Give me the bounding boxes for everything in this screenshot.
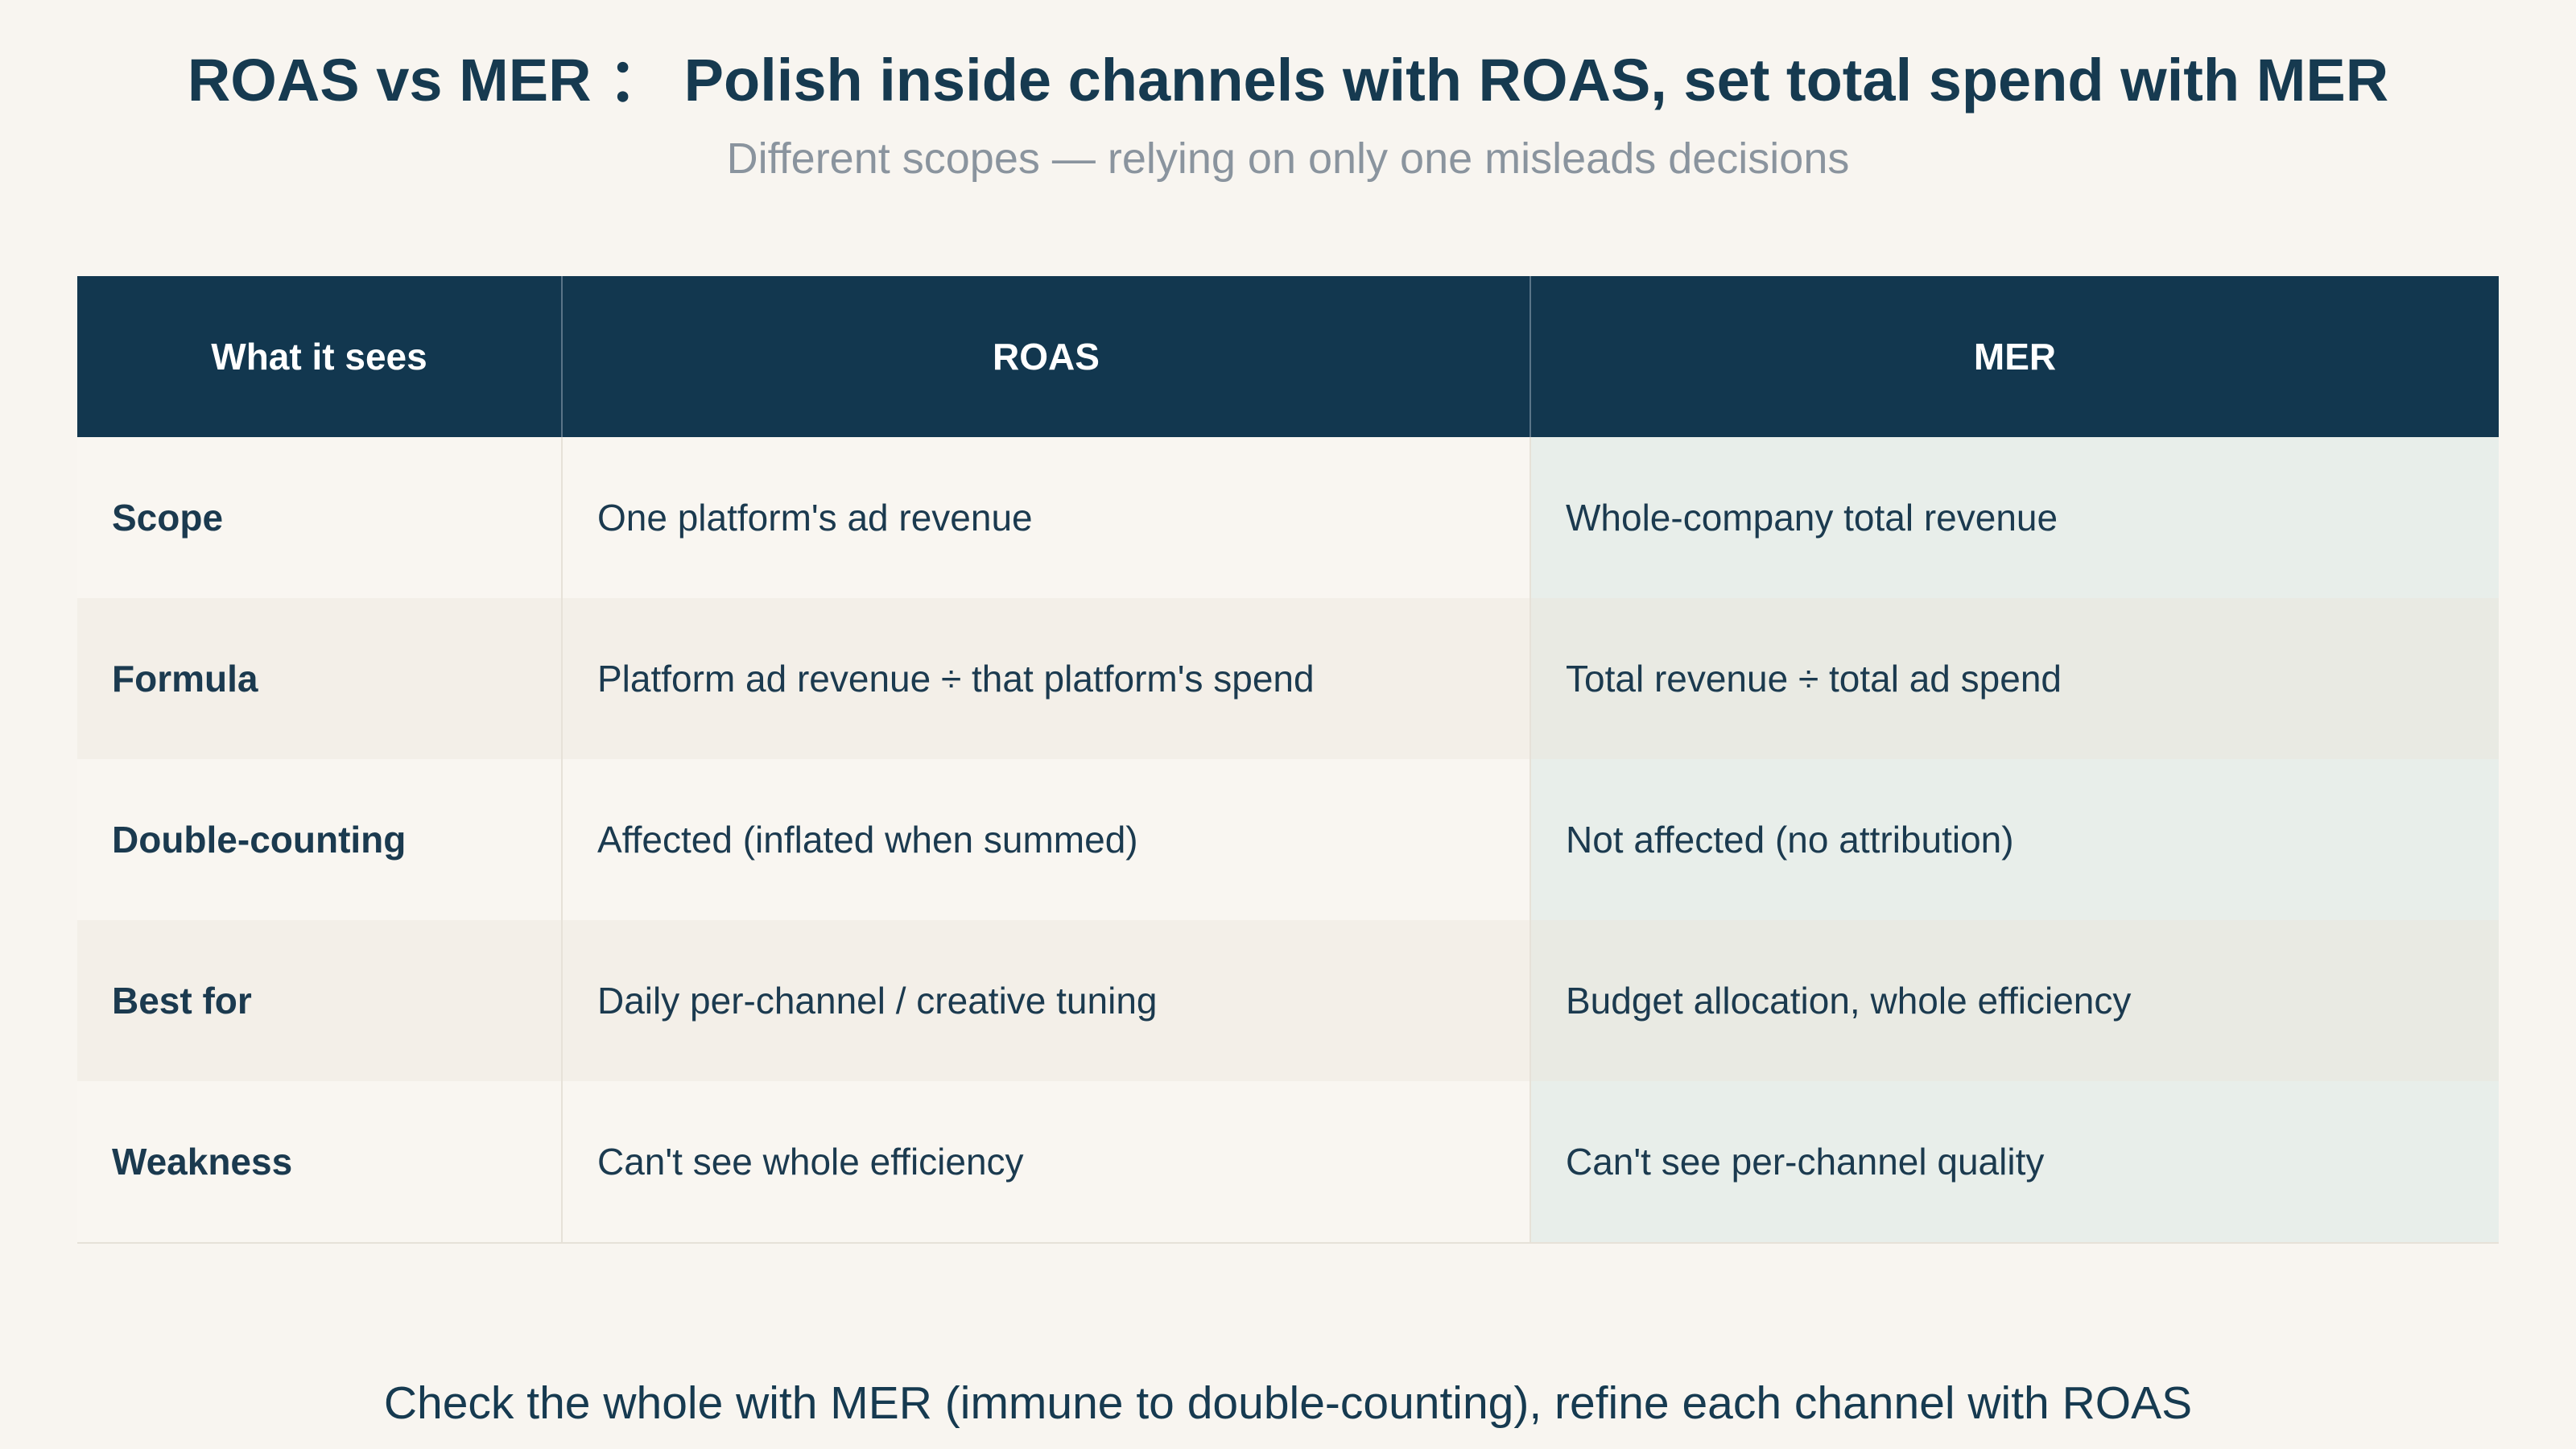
table-cell: One platform's ad revenue bbox=[561, 437, 1530, 598]
table-cell: Whole-company total revenue bbox=[1530, 437, 2499, 598]
column-header: MER bbox=[1530, 276, 2499, 437]
table-cell: Not affected (no attribution) bbox=[1530, 759, 2499, 920]
table-row: Formula Platform ad revenue ÷ that platfo… bbox=[77, 598, 2499, 759]
table-cell: Total revenue ÷ total ad spend bbox=[1530, 598, 2499, 759]
comparison-table: What it sees ROAS MER Scope One platform's … bbox=[77, 276, 2499, 1244]
table-cell: Affected (inflated when summed) bbox=[561, 759, 1530, 920]
footer-note: Check the whole with MER (immune to doub… bbox=[383, 1377, 2193, 1429]
column-header: What it sees bbox=[77, 276, 562, 437]
row-label: Weakness bbox=[77, 1081, 562, 1244]
row-label: Formula bbox=[77, 598, 562, 759]
row-label: Best for bbox=[77, 920, 562, 1081]
row-label: Scope bbox=[77, 437, 562, 598]
table-row: Best for Daily per-channel / creative tun… bbox=[77, 920, 2499, 1081]
table-cell: Can't see whole efficiency bbox=[561, 1081, 1530, 1244]
table-row: Weakness Can't see whole efficiency Can't … bbox=[77, 1081, 2499, 1244]
column-header: ROAS bbox=[561, 276, 1530, 437]
table-row: Scope One platform's ad revenue Whole-comp… bbox=[77, 437, 2499, 598]
header-row: What it sees ROAS MER bbox=[77, 276, 2499, 437]
title: ROAS vs MER ： Polish inside channels wit… bbox=[187, 47, 2389, 114]
table-cell: Daily per-channel / creative tuning bbox=[561, 920, 1530, 1081]
row-label: Double-counting bbox=[77, 759, 562, 920]
table-row: Double-counting Affected (inflated when s… bbox=[77, 759, 2499, 920]
table-cell: Can't see per-channel quality bbox=[1530, 1081, 2499, 1244]
table-cell: Budget allocation, whole efficiency bbox=[1530, 920, 2499, 1081]
table-header: What it sees ROAS MER bbox=[77, 276, 2499, 437]
subtitle: Different scopes — relying on only one m… bbox=[726, 134, 1850, 183]
table-body: Scope One platform's ad revenue Whole-comp… bbox=[77, 437, 2499, 1244]
table-cell: Platform ad revenue ÷ that platform's sp… bbox=[561, 598, 1530, 759]
